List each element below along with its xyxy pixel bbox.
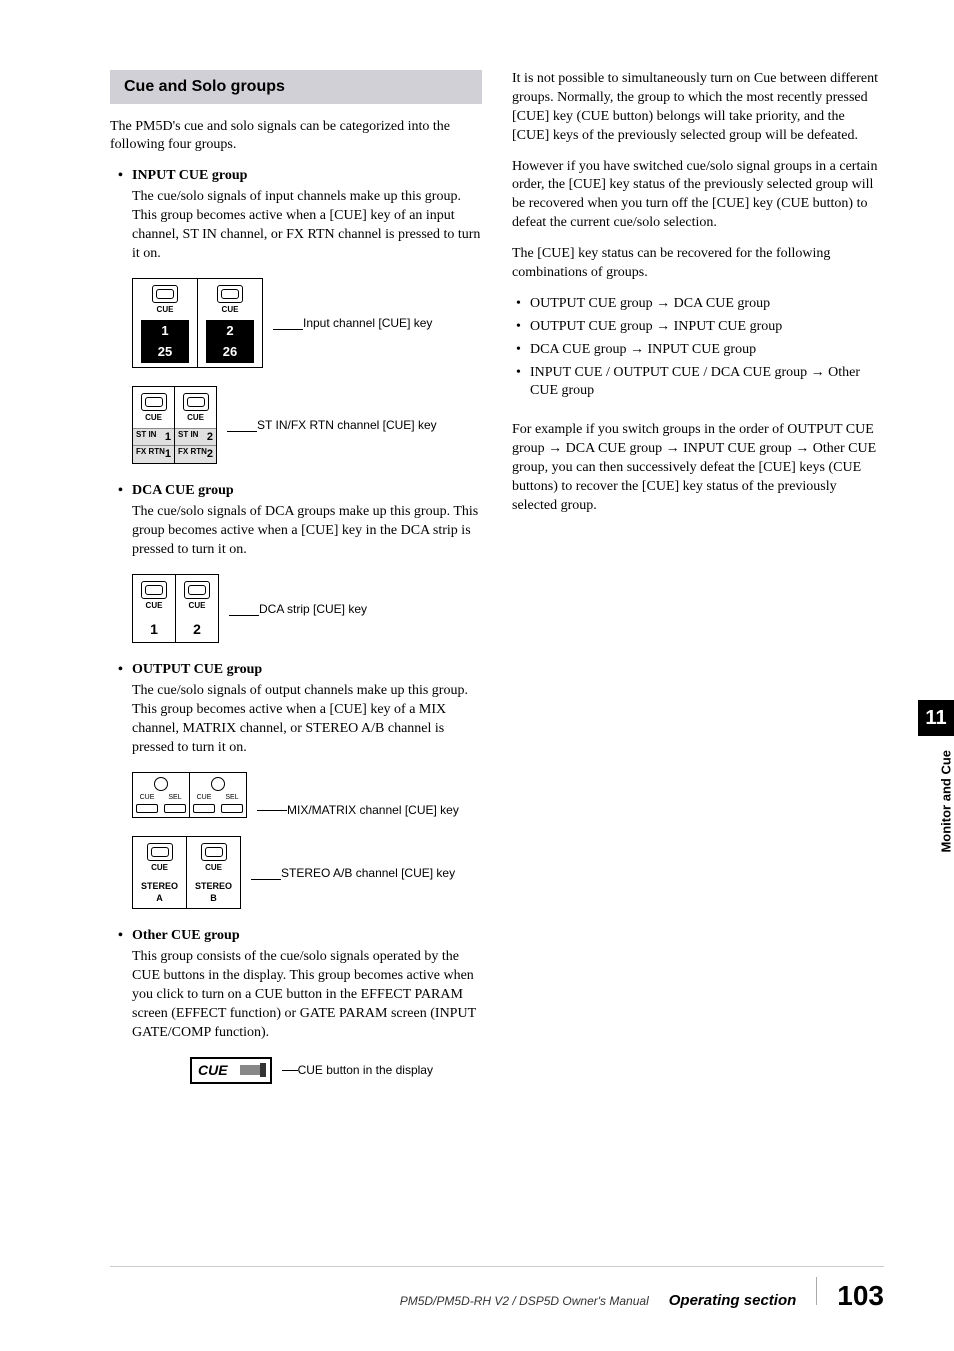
- paragraph: However if you have switched cue/solo si…: [512, 158, 884, 234]
- cue-label: CUE: [146, 601, 163, 612]
- cue-label: CUE: [205, 863, 222, 874]
- group-title: OUTPUT CUE group: [132, 661, 482, 680]
- cue-key-icon: [141, 393, 167, 411]
- cue-small-label: CUE: [140, 793, 155, 802]
- fig-stereo-ab-cue: CUE STEREO A CUE STEREO B STEREO A/B cha…: [132, 836, 482, 909]
- cue-display-button-icon: CUE: [190, 1057, 272, 1084]
- footer-divider: [816, 1277, 817, 1305]
- section-name: Operating section: [669, 1291, 797, 1311]
- cue-key-icon: [217, 285, 243, 303]
- callout-line: [227, 431, 257, 432]
- group-title: Other CUE group: [132, 927, 482, 946]
- group-body: The cue/solo signals of input channels m…: [132, 188, 482, 264]
- stereo-label: STEREO A: [141, 880, 178, 904]
- cue-key-icon: [184, 581, 210, 599]
- cue-indicator-icon: [240, 1065, 264, 1075]
- cue-key-icon: [141, 581, 167, 599]
- fig-stin-fxrtn-cue: CUE ST IN1 FX RTN1 CUE ST IN2 FX RTN2: [132, 386, 482, 464]
- fig-callout: CUE button in the display: [298, 1062, 433, 1078]
- chapter-label: Monitor and Cue: [938, 750, 954, 853]
- page-footer: PM5D/PM5D-RH V2 / DSP5D Owner's Manual O…: [110, 1266, 884, 1315]
- fig-callout: MIX/MATRIX channel [CUE] key: [287, 802, 459, 818]
- section-heading: Cue and Solo groups: [110, 70, 482, 104]
- group-output-cue: OUTPUT CUE group The cue/solo signals of…: [132, 661, 482, 757]
- callout-line: [251, 879, 281, 880]
- cue-label: CUE: [189, 601, 206, 612]
- dca-number: 2: [193, 620, 201, 639]
- knob-icon: [154, 777, 168, 791]
- fxrtn-label: FX RTN1: [133, 445, 174, 463]
- callout-line: [229, 615, 259, 616]
- group-other-cue: Other CUE group This group consists of t…: [132, 927, 482, 1042]
- fig-input-channel-cue: CUE 1 25 CUE 2 26 Input chann: [132, 278, 482, 368]
- channel-number: 2: [206, 320, 254, 342]
- sel-small-label: SEL: [168, 793, 181, 802]
- channel-number: 25: [141, 341, 189, 363]
- fig-callout: Input channel [CUE] key: [303, 315, 432, 331]
- sel-small-button-icon: [221, 804, 243, 813]
- cue-small-button-icon: [193, 804, 215, 813]
- channel-number: 1: [141, 320, 189, 342]
- combo-item: OUTPUT CUE group → INPUT CUE group: [530, 318, 884, 337]
- cue-label: CUE: [151, 863, 168, 874]
- cue-key-icon: [201, 843, 227, 861]
- manual-title: PM5D/PM5D-RH V2 / DSP5D Owner's Manual: [400, 1293, 649, 1309]
- combo-item: DCA CUE group → INPUT CUE group: [530, 341, 884, 360]
- combo-item: OUTPUT CUE group → DCA CUE group: [530, 295, 884, 314]
- group-body: The cue/solo signals of output channels …: [132, 682, 482, 758]
- page-number: 103: [837, 1277, 884, 1315]
- fig-dca-cue: CUE 1 CUE 2 DCA strip [CUE] key: [132, 574, 482, 644]
- callout-line: [257, 810, 287, 811]
- callout-line: [273, 329, 303, 330]
- group-title: DCA CUE group: [132, 482, 482, 501]
- cue-small-button-icon: [136, 804, 158, 813]
- fig-cue-display-button: CUE CUE button in the display: [190, 1057, 482, 1084]
- group-body: This group consists of the cue/solo sign…: [132, 948, 482, 1042]
- cue-key-icon: [152, 285, 178, 303]
- paragraph: The [CUE] key status can be recovered fo…: [512, 245, 884, 283]
- group-title: INPUT CUE group: [132, 167, 482, 186]
- cue-small-label: CUE: [197, 793, 212, 802]
- channel-number: 26: [206, 341, 254, 363]
- group-body: The cue/solo signals of DCA groups make …: [132, 503, 482, 560]
- cue-label: CUE: [222, 305, 239, 316]
- stereo-label: STEREO B: [195, 880, 232, 904]
- group-dca-cue: DCA CUE group The cue/solo signals of DC…: [132, 482, 482, 560]
- dca-number: 1: [150, 620, 158, 639]
- fig-callout: DCA strip [CUE] key: [259, 601, 367, 617]
- fig-callout: STEREO A/B channel [CUE] key: [281, 865, 455, 881]
- paragraph: It is not possible to simultaneously tur…: [512, 70, 884, 146]
- callout-line: [282, 1070, 298, 1071]
- fig-callout: ST IN/FX RTN channel [CUE] key: [257, 417, 437, 433]
- group-input-cue: INPUT CUE group The cue/solo signals of …: [132, 167, 482, 263]
- cue-label: CUE: [187, 413, 204, 424]
- knob-icon: [211, 777, 225, 791]
- fig-mix-matrix-cue: CUE SEL CUE SEL MIX/MATRIX channel [CUE]…: [132, 772, 482, 818]
- sel-small-button-icon: [164, 804, 186, 813]
- paragraph: For example if you switch groups in the …: [512, 421, 884, 515]
- cue-label: CUE: [145, 413, 162, 424]
- combo-item: INPUT CUE / OUTPUT CUE / DCA CUE group →…: [530, 364, 884, 402]
- cue-key-icon: [183, 393, 209, 411]
- fxrtn-label: FX RTN2: [175, 445, 216, 463]
- stin-label: ST IN2: [175, 428, 216, 446]
- intro-paragraph: The PM5D's cue and solo signals can be c…: [110, 118, 482, 156]
- cue-key-icon: [147, 843, 173, 861]
- sel-small-label: SEL: [225, 793, 238, 802]
- cue-label: CUE: [157, 305, 174, 316]
- stin-label: ST IN1: [133, 428, 174, 446]
- chapter-tab: 11: [918, 700, 954, 736]
